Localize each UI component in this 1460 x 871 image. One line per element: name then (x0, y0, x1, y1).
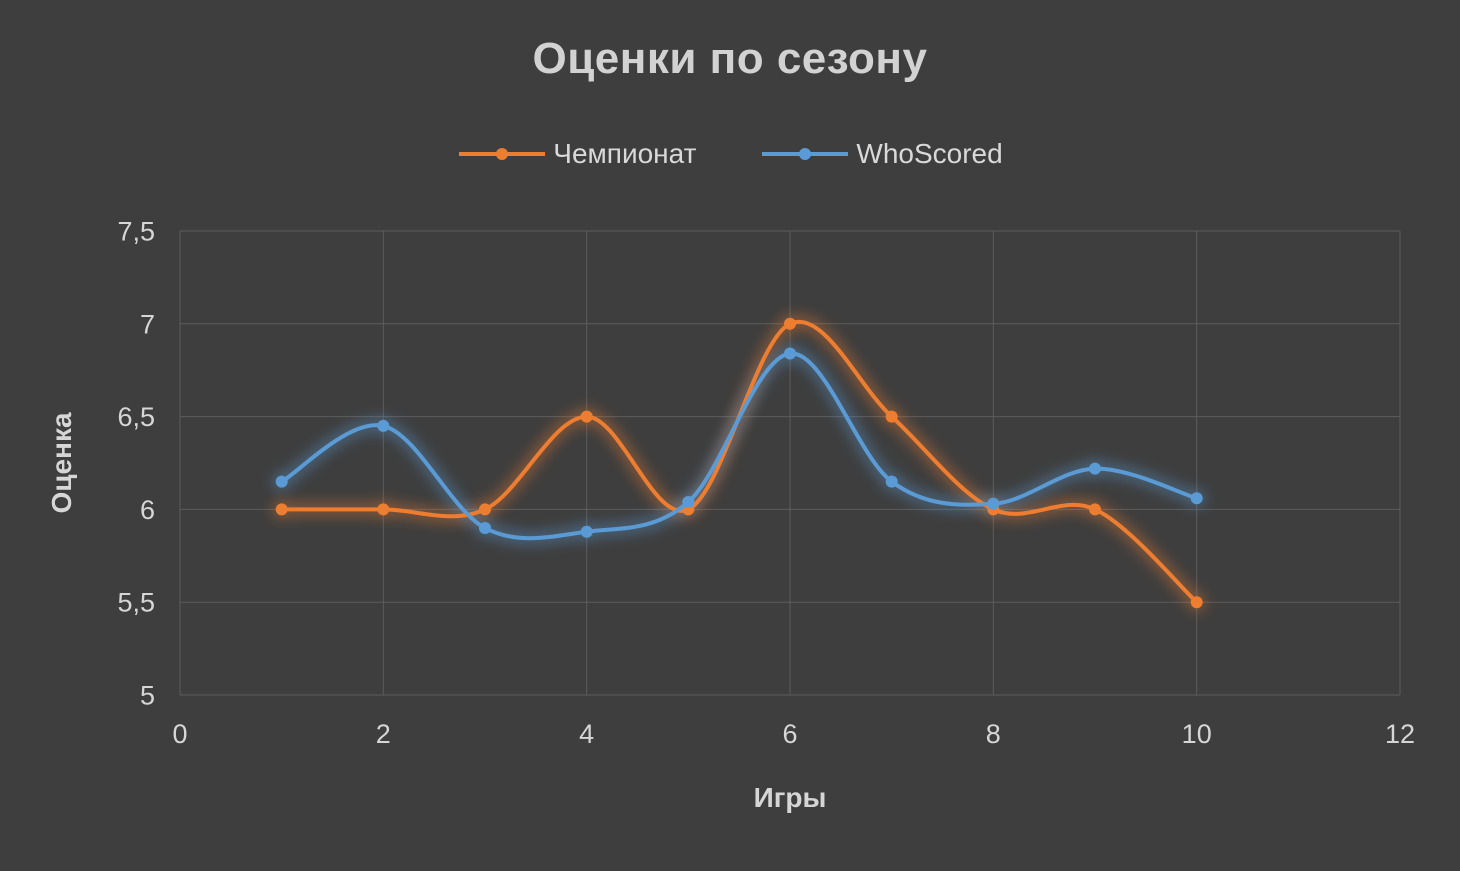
y-tick-label: 5 (140, 680, 155, 710)
x-tick-label: 0 (172, 719, 187, 749)
legend-label-championat: Чемпионат (553, 138, 697, 169)
y-tick-label: 6,5 (117, 402, 155, 432)
data-point-marker-championat[interactable] (275, 503, 288, 516)
x-tick-label: 4 (579, 719, 594, 749)
axis-tick-labels: 5 5,5 6 6,5 7 7,5 0 2 4 6 8 10 12 (117, 216, 1415, 749)
x-tick-label: 10 (1182, 719, 1212, 749)
chart-title: Оценки по сезону (532, 34, 928, 83)
x-tick-label: 6 (782, 719, 797, 749)
y-tick-label: 5,5 (117, 588, 155, 618)
series-glow-championat (272, 314, 1206, 612)
data-point-marker-championat[interactable] (885, 410, 898, 423)
data-point-marker-whoscored[interactable] (479, 522, 491, 534)
data-point-marker-whoscored[interactable] (682, 496, 695, 508)
data-point-marker-whoscored[interactable] (1190, 492, 1203, 505)
line-chart-plot: 5 5,5 6 6,5 7 7,5 0 2 4 6 8 10 12 (117, 216, 1415, 749)
series-line-whoscored[interactable] (279, 351, 1199, 541)
y-tick-label: 6 (140, 495, 155, 525)
data-point-marker-whoscored[interactable] (784, 347, 796, 360)
data-point-marker-championat[interactable] (580, 410, 593, 423)
data-point-marker-whoscored[interactable] (885, 475, 898, 488)
legend-item-whoscored[interactable]: WhoScored (760, 138, 1003, 170)
legend-label-whoscored: WhoScored (856, 138, 1003, 169)
x-tick-label: 12 (1385, 719, 1415, 749)
series-lines (275, 317, 1203, 609)
data-point-marker-whoscored[interactable] (377, 419, 390, 432)
whoscored-line-swatch-icon (762, 148, 849, 160)
data-point-marker-whoscored[interactable] (1089, 462, 1101, 475)
championat-line-swatch-icon (459, 148, 546, 160)
x-tick-label: 2 (376, 719, 391, 749)
data-point-marker-whoscored[interactable] (580, 525, 593, 538)
legend: Чемпионат WhoScored (0, 138, 1460, 170)
data-point-marker-championat[interactable] (784, 317, 796, 330)
data-point-marker-championat[interactable] (479, 503, 491, 516)
x-tick-label: 8 (986, 719, 1001, 749)
y-tick-label: 7 (140, 309, 155, 339)
data-point-marker-championat[interactable] (377, 503, 390, 516)
legend-item-championat[interactable]: Чемпионат (457, 138, 696, 170)
y-tick-label: 7,5 (117, 216, 155, 246)
series-glow (272, 314, 1206, 612)
data-point-marker-whoscored[interactable] (275, 475, 288, 488)
x-axis-title: Игры (753, 782, 827, 813)
gridlines (179, 230, 1401, 696)
data-point-marker-whoscored[interactable] (987, 497, 1000, 510)
data-point-marker-championat[interactable] (1089, 503, 1101, 516)
data-point-marker-championat[interactable] (1190, 596, 1203, 609)
